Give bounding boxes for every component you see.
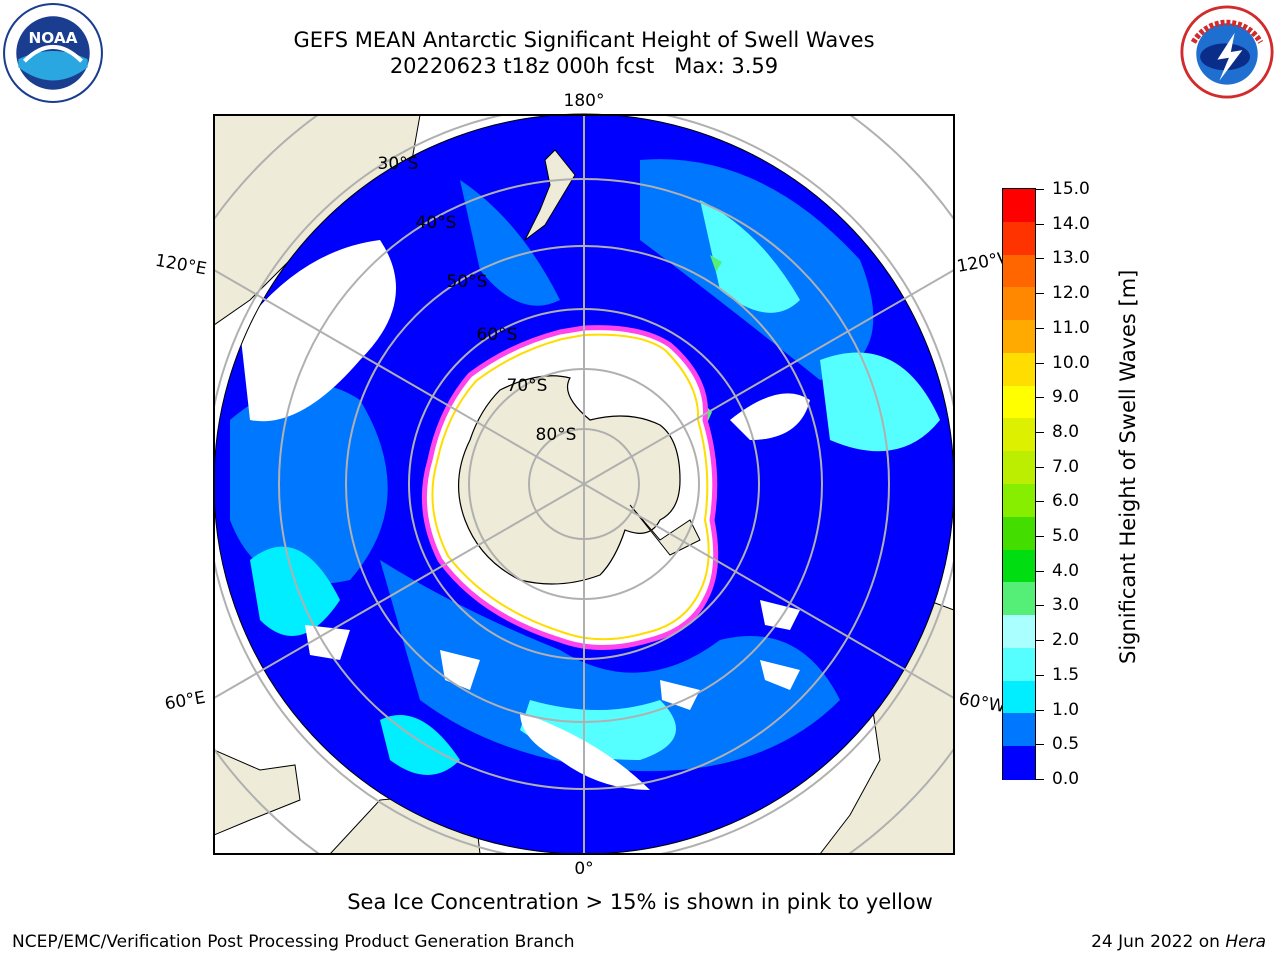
sea-ice-note: Sea Ice Concentration > 15% is shown in … <box>347 890 933 914</box>
footer-host: Hera <box>1225 932 1266 952</box>
colorbar-tick-label: 4.0 <box>1052 560 1080 581</box>
colorbar-tick-label: 7.0 <box>1052 456 1080 477</box>
colorbar-tick-mark <box>1036 744 1044 746</box>
colorbar-tick-mark <box>1036 570 1044 572</box>
colorbar-tick-mark <box>1036 189 1044 190</box>
colorbar-segment <box>1003 418 1035 452</box>
colorbar-segment <box>1003 484 1035 518</box>
svg-text:NOAA: NOAA <box>28 29 77 47</box>
colorbar-tick-mark <box>1036 466 1044 468</box>
footer-credit: NCEP/EMC/Verification Post Processing Pr… <box>12 932 575 952</box>
colorbar-tick-mark <box>1036 223 1044 225</box>
colorbar-segment <box>1003 451 1035 485</box>
footer-date: 24 Jun 2022 on Hera <box>1091 932 1266 952</box>
colorbar-tick-mark <box>1036 640 1044 642</box>
colorbar-tick-label: 0.5 <box>1052 734 1080 755</box>
colorbar-tick-mark <box>1036 327 1044 329</box>
colorbar-segment <box>1003 385 1035 420</box>
meridian-label-60w: 60°W <box>957 689 1007 717</box>
colorbar-tick-label: 8.0 <box>1052 421 1080 442</box>
colorbar-tick-label: 14.0 <box>1052 213 1090 234</box>
meridian-label-0: 0° <box>574 859 593 879</box>
colorbar-tick-label: 15.0 <box>1052 179 1090 199</box>
colorbar-tick-mark <box>1036 779 1044 780</box>
colorbar-segment <box>1003 680 1035 715</box>
colorbar-segment <box>1003 516 1035 551</box>
colorbar-segment <box>1003 582 1035 616</box>
colorbar-tick-mark <box>1036 397 1044 399</box>
colorbar-segment <box>1003 615 1035 649</box>
colorbar-tick-label: 10.0 <box>1052 352 1090 373</box>
colorbar-tick-label: 9.0 <box>1052 387 1080 408</box>
colorbar-tick-mark <box>1036 501 1044 503</box>
colorbar-tick-label: 2.0 <box>1052 630 1080 651</box>
latitude-label-70s: 70°S <box>507 376 548 396</box>
colorbar-segment <box>1003 549 1035 583</box>
latitude-label-80s: 80°S <box>536 425 577 445</box>
colorbar-tick-mark <box>1036 605 1044 607</box>
noaa-logo: NOAA <box>3 3 103 103</box>
colorbar-tick-label: 0.0 <box>1052 769 1080 789</box>
chart-title: GEFS MEAN Antarctic Significant Height o… <box>293 28 875 52</box>
colorbar-label: Significant Height of Swell Waves [m] <box>1116 269 1140 664</box>
latitude-label-60s: 60°S <box>477 325 518 345</box>
colorbar-tick-label: 12.0 <box>1052 283 1090 304</box>
colorbar-segment <box>1003 221 1035 256</box>
latitude-label-30s: 30°S <box>378 154 419 174</box>
colorbar-tick-label: 1.0 <box>1052 699 1080 720</box>
colorbar-tick-label: 3.0 <box>1052 595 1080 616</box>
footer-date-text: 24 Jun 2022 on <box>1091 932 1220 952</box>
colorbar-segment <box>1003 647 1035 682</box>
colorbar-tick-mark <box>1036 536 1044 538</box>
colorbar-segment <box>1003 189 1035 223</box>
colorbar-tick-mark <box>1036 362 1044 364</box>
colorbar-tick-label: 11.0 <box>1052 317 1090 338</box>
colorbar-segment <box>1003 254 1035 288</box>
meridian-label-60e: 60°E <box>163 688 207 715</box>
colorbar-tick-mark <box>1036 293 1044 295</box>
colorbar-segment <box>1003 287 1035 321</box>
colorbar-segment <box>1003 352 1035 387</box>
meridian-label-120e: 120°E <box>154 251 208 280</box>
latitude-label-50s: 50°S <box>447 272 488 292</box>
colorbar-tick-label: 5.0 <box>1052 526 1080 547</box>
colorbar-segment <box>1003 713 1035 747</box>
chart-subtitle: 20220623 t18z 000h fcst Max: 3.59 <box>389 54 779 78</box>
meridian-label-180: 180° <box>564 91 605 111</box>
national-weather-service-logo <box>1180 5 1274 99</box>
colorbar <box>1002 188 1036 780</box>
colorbar-tick-label: 1.5 <box>1052 664 1080 685</box>
colorbar-segment <box>1003 746 1035 780</box>
latitude-label-40s: 40°S <box>416 213 457 233</box>
colorbar-tick-mark <box>1036 674 1044 676</box>
colorbar-tick-mark <box>1036 709 1044 711</box>
colorbar-segment <box>1003 320 1035 354</box>
colorbar-tick-mark <box>1036 431 1044 433</box>
colorbar-tick-label: 6.0 <box>1052 491 1080 512</box>
colorbar-tick-label: 13.0 <box>1052 248 1090 269</box>
colorbar-tick-mark <box>1036 258 1044 260</box>
